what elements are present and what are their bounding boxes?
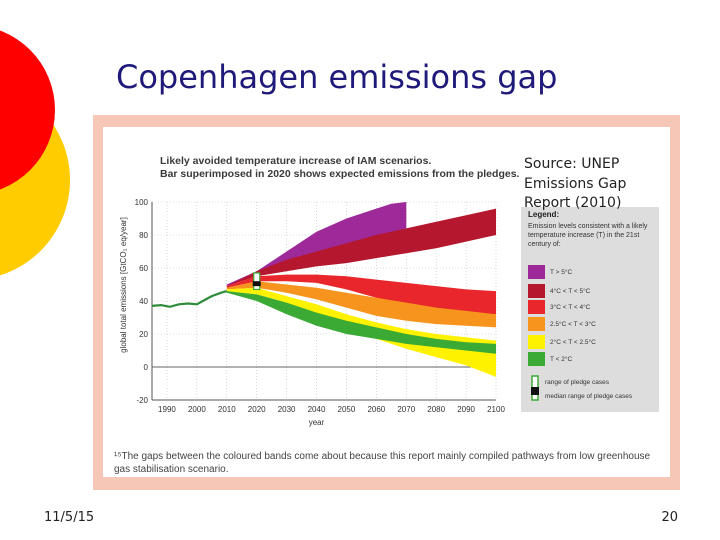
legend-median-icon-bar xyxy=(531,387,539,395)
x-axis-label: year xyxy=(309,418,325,427)
legend-label-3to4: 3°C < T < 4°C xyxy=(550,304,591,311)
band-0 xyxy=(226,291,497,354)
legend-range-icon xyxy=(531,375,539,401)
x-tick-label-2090: 2090 xyxy=(457,405,475,414)
x-tick-label-2070: 2070 xyxy=(397,405,415,414)
y-tick-label-20: 20 xyxy=(139,330,148,339)
legend-swatch-25to3 xyxy=(528,317,545,331)
source-line-1: Source: UNEP xyxy=(524,156,620,172)
x-tick-label-2100: 2100 xyxy=(487,405,505,414)
band-4 xyxy=(226,208,497,287)
legend-label-2to25: 2°C < T < 2.5°C xyxy=(550,339,596,346)
x-tick-label-2030: 2030 xyxy=(278,405,296,414)
y-tick-label-40: 40 xyxy=(139,297,148,306)
y-tick-label-80: 80 xyxy=(139,231,148,240)
x-tick-label-2010: 2010 xyxy=(218,405,236,414)
y-tick-label-0: 0 xyxy=(144,363,149,372)
band-3 xyxy=(226,274,497,315)
slide-number: 20 xyxy=(661,510,678,525)
y-tick-label-60: 60 xyxy=(139,264,148,273)
decorative-circles xyxy=(0,30,70,276)
source-note: Source: UNEP Emissions Gap Report (2010) xyxy=(524,155,626,214)
band-2 xyxy=(226,281,497,328)
legend-swatch-2to25 xyxy=(528,335,545,349)
legend-description: Emission levels consistent with a likely… xyxy=(528,223,648,248)
x-tick-label-2040: 2040 xyxy=(308,405,326,414)
y-tick-label--20: -20 xyxy=(136,396,148,405)
legend-label-gt5: T > 5°C xyxy=(550,269,573,276)
pledge-median-bar xyxy=(252,281,261,287)
x-tick-label-2020: 2020 xyxy=(248,405,266,414)
legend-label-4to5: 4°C < T < 5°C xyxy=(550,288,591,295)
x-tick-label-2050: 2050 xyxy=(338,405,356,414)
source-line-2: Emissions Gap xyxy=(524,175,627,192)
chart-title-line-1: Likely avoided temperature increase of I… xyxy=(160,155,432,167)
band-5 xyxy=(226,202,407,287)
legend-label-lt2: T < 2°C xyxy=(550,356,573,363)
x-tick-label-1990: 1990 xyxy=(158,405,176,414)
legend-title: Legend: xyxy=(528,210,560,219)
legend-label-median: median range of pledge cases xyxy=(545,393,633,400)
y-axis-label: global total emissions [GtCO₂ eq/year] xyxy=(119,217,128,353)
legend-swatch-3to4 xyxy=(528,300,545,314)
legend-swatch-gt5 xyxy=(528,265,545,279)
chart-title: Likely avoided temperature increase of I… xyxy=(160,155,519,181)
x-tick-label-2080: 2080 xyxy=(427,405,445,414)
source-line-3: Report (2010) xyxy=(524,195,622,211)
chart-title-line-2: Bar superimposed in 2020 shows expected … xyxy=(160,168,520,180)
historical-emissions-line xyxy=(151,290,228,308)
legend-swatch-lt2 xyxy=(528,352,545,366)
slide-date: 11/5/15 xyxy=(44,510,95,525)
legend-label-range: range of pledge cases xyxy=(545,379,609,386)
figure-footnote: ¹⁵The gaps between the coloured bands co… xyxy=(114,451,651,475)
slide-title: Copenhagen emissions gap xyxy=(116,58,558,96)
legend-swatch-4to5 xyxy=(528,284,545,298)
x-tick-label-2060: 2060 xyxy=(367,405,385,414)
y-tick-label-100: 100 xyxy=(135,198,149,207)
red-circle-decoration xyxy=(0,30,55,190)
legend-label-25to3: 2.5°C < T < 3°C xyxy=(550,321,596,328)
x-tick-label-2000: 2000 xyxy=(188,405,206,414)
